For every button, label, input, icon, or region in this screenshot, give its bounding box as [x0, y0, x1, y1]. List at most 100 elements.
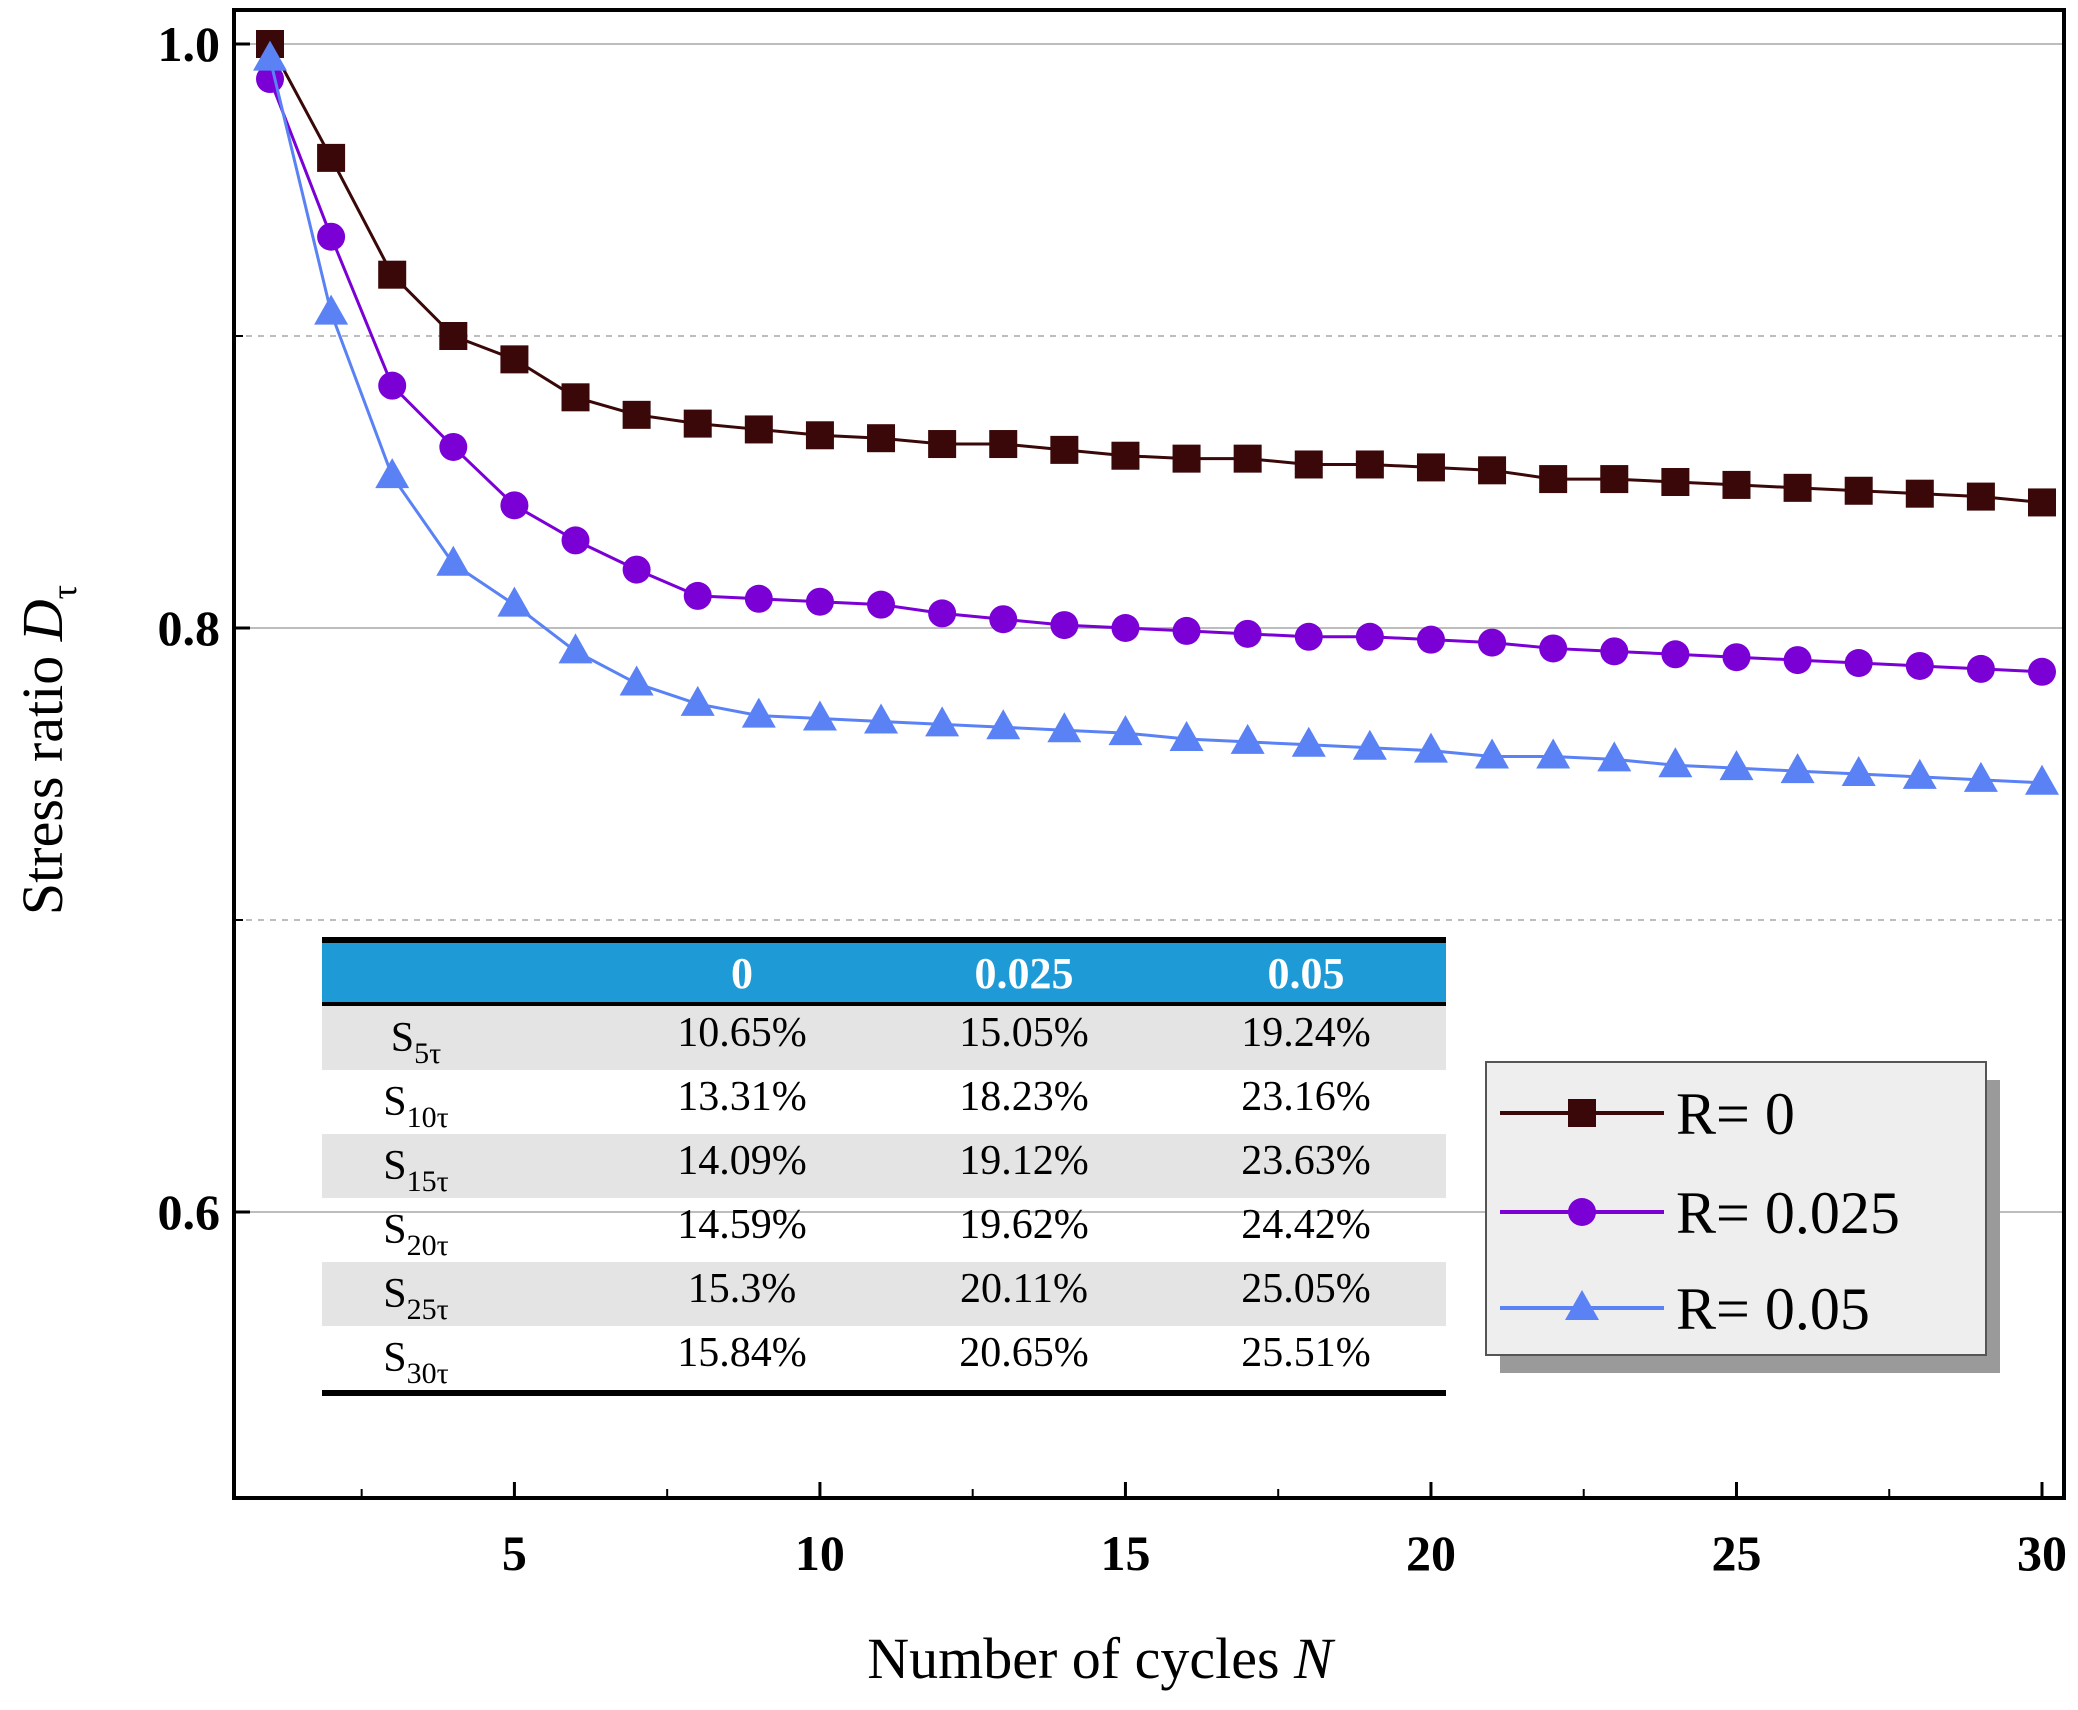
marker-square: [1783, 473, 1812, 502]
x-tick-label: 25: [1711, 1525, 1761, 1581]
marker-square: [989, 430, 1018, 459]
marker-square: [439, 322, 468, 350]
marker-circle: [1722, 643, 1751, 672]
marker-triangle: [497, 586, 532, 617]
marker-square: [2028, 488, 2056, 517]
row-label-symbol: S: [391, 1015, 414, 1061]
marker-square: [867, 424, 896, 453]
marker-triangle: [253, 40, 287, 71]
series-line: [268, 78, 2043, 674]
legend-label: R= 0: [1676, 1081, 1795, 1147]
table-cell: 19.24%: [1241, 1010, 1371, 1056]
marker-triangle: [864, 703, 899, 734]
x-tick-label: 10: [795, 1525, 845, 1581]
marker-circle: [1478, 628, 1507, 657]
y-axis-title: Stress ratio Dτ: [10, 585, 84, 915]
row-label-subscript: 15τ: [407, 1165, 449, 1198]
table-cell: 20.65%: [959, 1330, 1089, 1376]
row-label-subscript: 5τ: [414, 1037, 441, 1070]
marker-circle: [1600, 637, 1629, 666]
table-row-label: S10τ: [383, 1079, 448, 1134]
marker-circle: [867, 590, 896, 619]
table-cell: 25.51%: [1241, 1330, 1371, 1376]
marker-triangle: [314, 294, 349, 325]
y-tick-label: 0.8: [158, 600, 221, 656]
marker-square: [1600, 465, 1629, 494]
y-tick-label: 1.0: [158, 16, 221, 72]
axes: 5 10 15 20 25 30 0.6 0.8 1.0: [158, 16, 2068, 1581]
marker-square: [1050, 435, 1079, 464]
marker-square: [1722, 470, 1751, 499]
marker-triangle: [1169, 720, 1204, 751]
marker-circle: [1050, 611, 1079, 640]
legend-label: R= 0.05: [1676, 1276, 1870, 1342]
marker-triangle: [1565, 1290, 1599, 1320]
marker-circle: [805, 587, 834, 616]
table-cell: 14.59%: [677, 1202, 807, 1248]
series-2: [253, 40, 2059, 795]
series-1: [256, 65, 2056, 686]
marker-triangle: [1902, 758, 1937, 789]
row-label-symbol: S: [383, 1143, 406, 1189]
row-label-symbol: S: [383, 1207, 406, 1253]
row-label-subscript: 20τ: [407, 1229, 449, 1262]
x-tick-label: 30: [2017, 1525, 2067, 1581]
table-cell: 10.65%: [677, 1010, 807, 1056]
table-row-label: S30τ: [383, 1335, 448, 1390]
x-tick-label: 20: [1406, 1525, 1456, 1581]
marker-circle: [1661, 640, 1690, 669]
marker-triangle: [1963, 761, 1998, 792]
table-row-label: S25τ: [383, 1271, 448, 1326]
marker-square: [1355, 450, 1384, 479]
marker-circle: [989, 605, 1018, 634]
table-row-stripe: [322, 1006, 1446, 1070]
legend: R= 0 R= 0.025 R= 0.05: [1485, 1061, 2000, 1373]
marker-triangle: [2025, 764, 2059, 795]
marker-square: [1233, 444, 1262, 473]
marker-circle: [1905, 651, 1934, 680]
marker-triangle: [1108, 715, 1143, 746]
marker-square: [1568, 1099, 1596, 1127]
marker-triangle: [1597, 741, 1632, 772]
table-row-label: S15τ: [383, 1143, 448, 1198]
legend-label: R= 0.025: [1676, 1180, 1900, 1246]
series-0: [256, 30, 2056, 517]
marker-triangle: [925, 706, 960, 737]
marker-triangle: [741, 697, 776, 728]
row-label-symbol: S: [383, 1271, 406, 1317]
x-tick-label: 15: [1100, 1525, 1150, 1581]
table-cell: 19.62%: [959, 1202, 1089, 1248]
table-cell: 15.05%: [959, 1010, 1089, 1056]
marker-circle: [2028, 657, 2056, 686]
marker-triangle: [1413, 732, 1448, 763]
marker-circle: [1355, 622, 1384, 651]
table-cell: 18.23%: [959, 1074, 1089, 1120]
table-cell: 23.63%: [1241, 1138, 1371, 1184]
table-row-label: S20τ: [383, 1207, 448, 1262]
marker-circle: [683, 581, 712, 610]
table-cell: 14.09%: [677, 1138, 807, 1184]
marker-square: [1478, 456, 1507, 485]
marker-circle: [1783, 646, 1812, 675]
marker-square: [744, 415, 773, 444]
marker-triangle: [1230, 723, 1265, 754]
marker-square: [1905, 479, 1934, 508]
marker-circle: [439, 432, 468, 461]
marker-square: [1844, 476, 1873, 505]
marker-triangle: [1536, 738, 1571, 769]
series-line: [268, 43, 2043, 504]
marker-circle: [317, 222, 346, 251]
x-axis-title: Number of cycles N: [867, 1626, 1336, 1691]
marker-square: [683, 409, 712, 438]
row-label-symbol: S: [383, 1079, 406, 1125]
table-row-stripe: [322, 1262, 1446, 1326]
marker-square: [1172, 444, 1201, 473]
table-header-cell: 0.05: [1268, 949, 1345, 998]
table-cell: 20.11%: [960, 1266, 1088, 1312]
marker-circle: [378, 371, 407, 400]
table-row-label: S5τ: [391, 1015, 441, 1070]
table-header-cell: 0.025: [975, 949, 1074, 998]
marker-square: [1111, 441, 1140, 470]
marker-circle: [561, 526, 590, 555]
marker-circle: [1416, 625, 1445, 654]
